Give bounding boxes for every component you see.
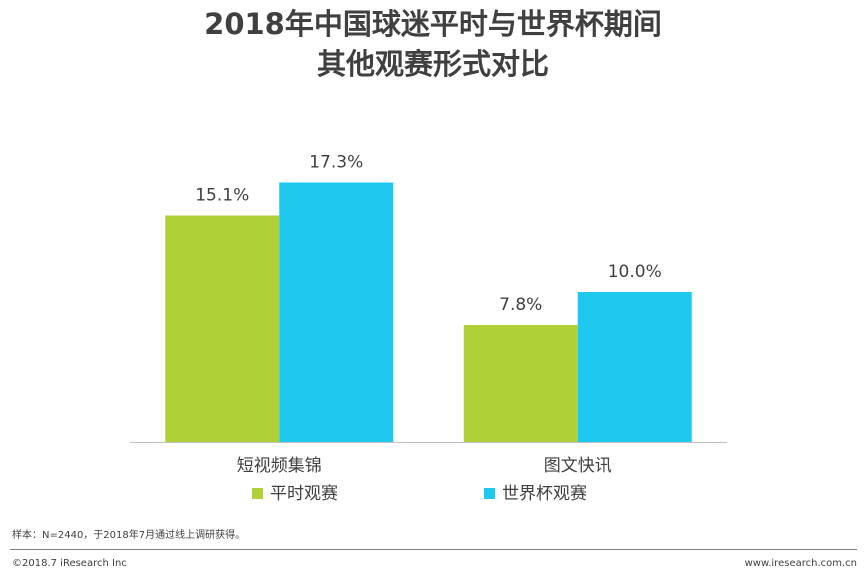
bar [165, 215, 280, 442]
x-tick-label: 图文快讯 [544, 456, 612, 476]
legend-swatch [252, 488, 263, 499]
copyright: ©2018.7 iResearch Inc [12, 558, 127, 569]
value-label: 17.3% [309, 153, 363, 173]
value-label: 7.8% [499, 295, 542, 315]
chart-title: 2018年中国球迷平时与世界杯期间 [204, 7, 662, 41]
bar [463, 325, 578, 442]
legend-swatch [484, 488, 495, 499]
x-tick-label: 短视频集锦 [237, 456, 322, 476]
legend-label: 世界杯观赛 [502, 483, 587, 504]
legend-label: 平时观赛 [270, 483, 338, 504]
chart-title: 其他观赛形式对比 [317, 47, 549, 81]
website: www.iresearch.com.cn [745, 558, 857, 569]
value-label: 10.0% [608, 262, 662, 282]
footnote: 样本：N=2440，于2018年7月通过线上调研获得。 [12, 528, 245, 541]
bar [279, 182, 394, 442]
bar [577, 292, 692, 442]
value-label: 15.1% [195, 186, 249, 206]
